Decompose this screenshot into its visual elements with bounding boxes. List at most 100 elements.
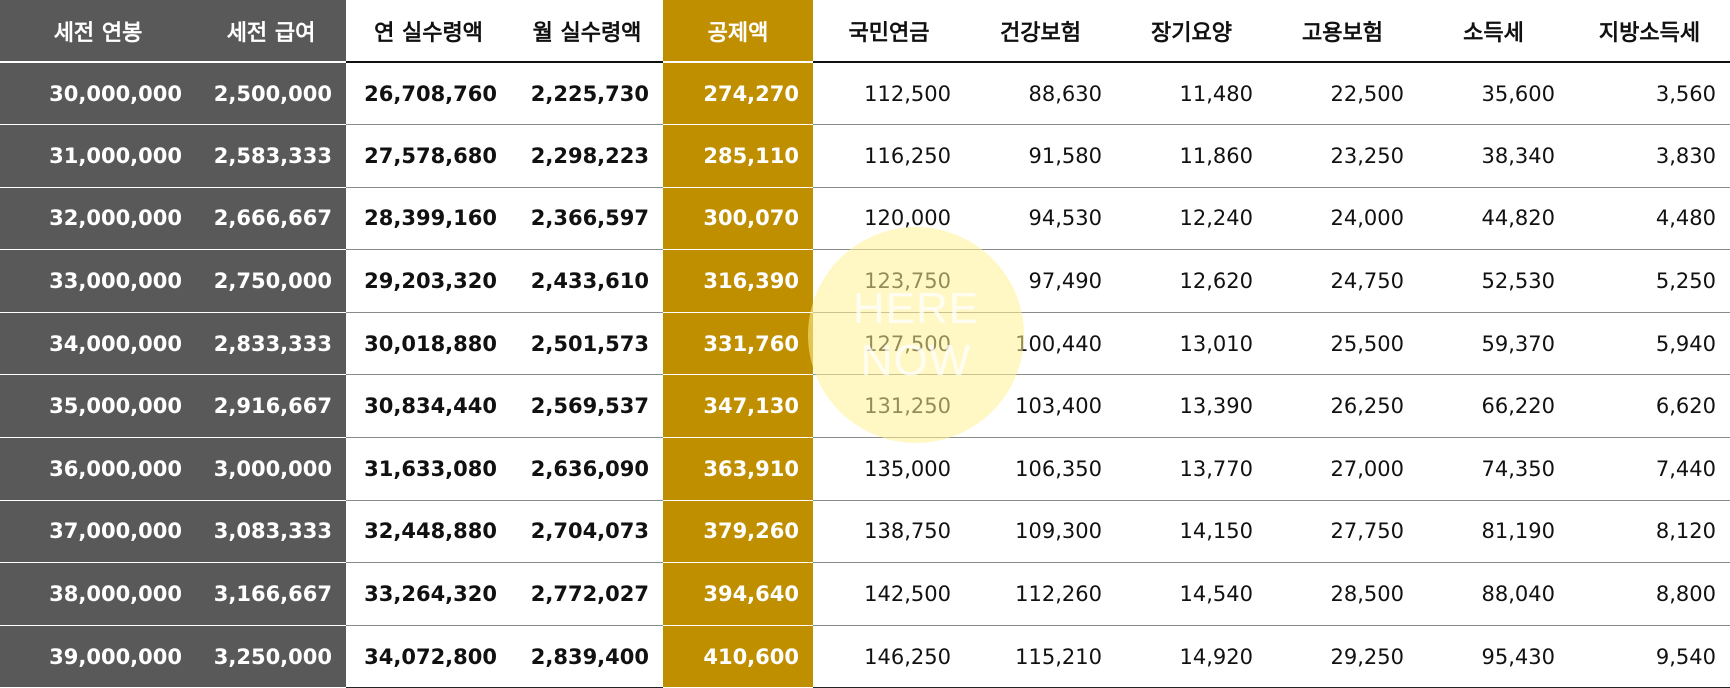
cell-net-annual: 29,203,320 bbox=[346, 249, 511, 313]
cell-gross-annual: 31,000,000 bbox=[0, 124, 196, 188]
cell-long-term-care: 14,540 bbox=[1116, 562, 1267, 626]
cell-employment-insurance: 26,250 bbox=[1267, 374, 1418, 439]
cell-local-income-tax: 5,250 bbox=[1569, 249, 1730, 313]
table-row: 32,000,000 2,666,667 28,399,160 2,366,597 30… bbox=[0, 187, 1730, 251]
cell-gross-monthly: 2,666,667 bbox=[196, 187, 346, 251]
cell-national-pension: 112,500 bbox=[813, 62, 965, 126]
cell-health-insurance: 112,260 bbox=[965, 562, 1116, 626]
cell-gross-annual: 36,000,000 bbox=[0, 437, 196, 501]
cell-long-term-care: 14,920 bbox=[1116, 625, 1267, 688]
table-row: 35,000,000 2,916,667 30,834,440 2,569,537 34… bbox=[0, 374, 1730, 439]
cell-income-tax: 74,350 bbox=[1418, 437, 1569, 501]
cell-gross-annual: 37,000,000 bbox=[0, 500, 196, 564]
cell-net-annual: 27,578,680 bbox=[346, 124, 511, 188]
cell-net-monthly: 2,366,597 bbox=[511, 187, 663, 251]
cell-gross-monthly: 3,250,000 bbox=[196, 625, 346, 688]
cell-net-monthly: 2,704,073 bbox=[511, 500, 663, 564]
cell-health-insurance: 103,400 bbox=[965, 374, 1116, 439]
cell-local-income-tax: 3,560 bbox=[1569, 62, 1730, 126]
header-national-pension: 국민연금 bbox=[813, 0, 965, 63]
cell-local-income-tax: 9,540 bbox=[1569, 625, 1730, 688]
cell-deductions: 347,130 bbox=[663, 374, 813, 439]
cell-national-pension: 120,000 bbox=[813, 187, 965, 251]
cell-income-tax: 88,040 bbox=[1418, 562, 1569, 626]
cell-health-insurance: 106,350 bbox=[965, 437, 1116, 501]
cell-gross-monthly: 3,166,667 bbox=[196, 562, 346, 626]
cell-employment-insurance: 23,250 bbox=[1267, 124, 1418, 188]
table-row: 37,000,000 3,083,333 32,448,880 2,704,073 37… bbox=[0, 500, 1730, 564]
cell-gross-monthly: 2,583,333 bbox=[196, 124, 346, 188]
cell-net-monthly: 2,225,730 bbox=[511, 62, 663, 126]
cell-long-term-care: 13,390 bbox=[1116, 374, 1267, 439]
header-health-insurance: 건강보험 bbox=[965, 0, 1116, 63]
header-net-annual: 연 실수령액 bbox=[346, 0, 511, 63]
cell-employment-insurance: 28,500 bbox=[1267, 562, 1418, 626]
cell-employment-insurance: 29,250 bbox=[1267, 625, 1418, 688]
cell-income-tax: 38,340 bbox=[1418, 124, 1569, 188]
cell-net-annual: 26,708,760 bbox=[346, 62, 511, 126]
cell-health-insurance: 94,530 bbox=[965, 187, 1116, 251]
cell-local-income-tax: 6,620 bbox=[1569, 374, 1730, 439]
table-row: 34,000,000 2,833,333 30,018,880 2,501,573 33… bbox=[0, 312, 1730, 376]
header-gross-annual: 세전 연봉 bbox=[0, 0, 196, 63]
cell-local-income-tax: 4,480 bbox=[1569, 187, 1730, 251]
cell-net-monthly: 2,501,573 bbox=[511, 312, 663, 376]
cell-net-annual: 30,018,880 bbox=[346, 312, 511, 376]
cell-deductions: 316,390 bbox=[663, 249, 813, 313]
cell-deductions: 274,270 bbox=[663, 62, 813, 126]
cell-income-tax: 81,190 bbox=[1418, 500, 1569, 564]
header-gross-monthly: 세전 급여 bbox=[196, 0, 346, 63]
table-row: 31,000,000 2,583,333 27,578,680 2,298,223 28… bbox=[0, 124, 1730, 188]
header-income-tax: 소득세 bbox=[1418, 0, 1569, 63]
table-row: 36,000,000 3,000,000 31,633,080 2,636,090 36… bbox=[0, 437, 1730, 501]
table-row: 30,000,000 2,500,000 26,708,760 2,225,730 27… bbox=[0, 62, 1730, 126]
cell-employment-insurance: 27,000 bbox=[1267, 437, 1418, 501]
cell-income-tax: 35,600 bbox=[1418, 62, 1569, 126]
cell-gross-monthly: 3,083,333 bbox=[196, 500, 346, 564]
cell-national-pension: 142,500 bbox=[813, 562, 965, 626]
cell-gross-annual: 39,000,000 bbox=[0, 625, 196, 688]
cell-national-pension: 116,250 bbox=[813, 124, 965, 188]
table-body: 30,000,000 2,500,000 26,708,760 2,225,730 27… bbox=[0, 62, 1730, 688]
cell-national-pension: 127,500 bbox=[813, 312, 965, 376]
cell-net-monthly: 2,772,027 bbox=[511, 562, 663, 626]
table-row: 38,000,000 3,166,667 33,264,320 2,772,027 39… bbox=[0, 562, 1730, 626]
cell-income-tax: 95,430 bbox=[1418, 625, 1569, 688]
cell-gross-annual: 30,000,000 bbox=[0, 62, 196, 126]
cell-net-annual: 31,633,080 bbox=[346, 437, 511, 501]
cell-gross-monthly: 2,500,000 bbox=[196, 62, 346, 126]
cell-national-pension: 131,250 bbox=[813, 374, 965, 439]
cell-net-monthly: 2,636,090 bbox=[511, 437, 663, 501]
cell-local-income-tax: 8,120 bbox=[1569, 500, 1730, 564]
cell-long-term-care: 13,770 bbox=[1116, 437, 1267, 501]
cell-gross-annual: 35,000,000 bbox=[0, 374, 196, 439]
cell-deductions: 285,110 bbox=[663, 124, 813, 188]
cell-local-income-tax: 7,440 bbox=[1569, 437, 1730, 501]
cell-net-annual: 32,448,880 bbox=[346, 500, 511, 564]
cell-local-income-tax: 3,830 bbox=[1569, 124, 1730, 188]
cell-deductions: 394,640 bbox=[663, 562, 813, 626]
cell-net-monthly: 2,433,610 bbox=[511, 249, 663, 313]
header-long-term-care: 장기요양 bbox=[1116, 0, 1267, 63]
cell-gross-annual: 33,000,000 bbox=[0, 249, 196, 313]
cell-income-tax: 66,220 bbox=[1418, 374, 1569, 439]
cell-employment-insurance: 24,000 bbox=[1267, 187, 1418, 251]
cell-deductions: 331,760 bbox=[663, 312, 813, 376]
cell-long-term-care: 12,620 bbox=[1116, 249, 1267, 313]
cell-national-pension: 138,750 bbox=[813, 500, 965, 564]
cell-income-tax: 52,530 bbox=[1418, 249, 1569, 313]
cell-gross-annual: 38,000,000 bbox=[0, 562, 196, 626]
cell-net-monthly: 2,569,537 bbox=[511, 374, 663, 439]
cell-health-insurance: 97,490 bbox=[965, 249, 1116, 313]
cell-net-annual: 34,072,800 bbox=[346, 625, 511, 688]
cell-long-term-care: 14,150 bbox=[1116, 500, 1267, 564]
cell-net-annual: 30,834,440 bbox=[346, 374, 511, 439]
cell-national-pension: 135,000 bbox=[813, 437, 965, 501]
header-employment-insurance: 고용보험 bbox=[1267, 0, 1418, 63]
cell-long-term-care: 11,480 bbox=[1116, 62, 1267, 126]
cell-deductions: 410,600 bbox=[663, 625, 813, 688]
cell-national-pension: 146,250 bbox=[813, 625, 965, 688]
cell-employment-insurance: 25,500 bbox=[1267, 312, 1418, 376]
cell-income-tax: 59,370 bbox=[1418, 312, 1569, 376]
